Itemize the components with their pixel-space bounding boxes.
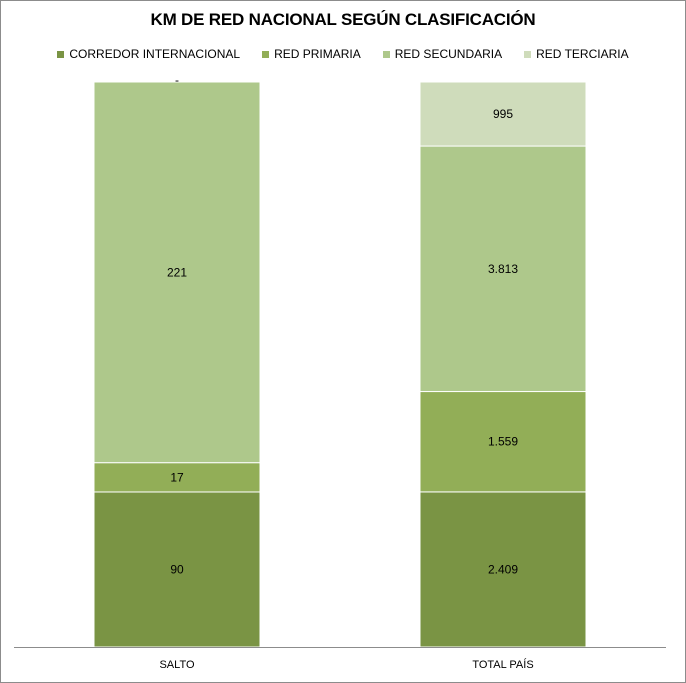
legend-swatch	[57, 50, 65, 58]
legend-item: CORREDOR INTERNACIONAL	[57, 47, 240, 61]
bar-segment	[93, 81, 261, 464]
data-label: 17	[170, 470, 184, 484]
bar-segment	[419, 491, 587, 648]
legend-swatch	[262, 50, 270, 58]
data-label: 3.813	[488, 262, 518, 276]
bar-segment	[93, 491, 261, 648]
legend-item: RED PRIMARIA	[262, 47, 361, 61]
category-label: SALTO	[159, 659, 194, 671]
legend: CORREDOR INTERNACIONAL RED PRIMARIA RED SE…	[0, 47, 686, 61]
bar-segment	[93, 462, 261, 493]
legend-label: RED PRIMARIA	[274, 47, 361, 61]
legend-label: RED TERCIARIA	[536, 47, 629, 61]
legend-item: RED SECUNDARIA	[382, 47, 503, 61]
data-label: 1.559	[488, 435, 518, 449]
legend-label: CORREDOR INTERNACIONAL	[69, 47, 241, 61]
legend-label: RED SECUNDARIA	[394, 47, 503, 61]
data-label: -	[175, 73, 179, 87]
legend-swatch	[382, 50, 390, 58]
bar-segment	[419, 145, 587, 393]
category-label: TOTAL PAÍS	[472, 658, 533, 671]
data-label: 90	[170, 562, 184, 576]
data-label: 2.409	[488, 562, 518, 576]
data-label: 221	[167, 265, 187, 279]
bar-segment	[419, 81, 587, 147]
legend-item: RED TERCIARIA	[524, 47, 629, 61]
bar-segment	[419, 391, 587, 493]
legend-swatch	[524, 50, 532, 58]
chart-title: KM DE RED NACIONAL SEGÚN CLASIFICACIÓN	[150, 10, 536, 29]
data-label: 995	[493, 107, 513, 121]
